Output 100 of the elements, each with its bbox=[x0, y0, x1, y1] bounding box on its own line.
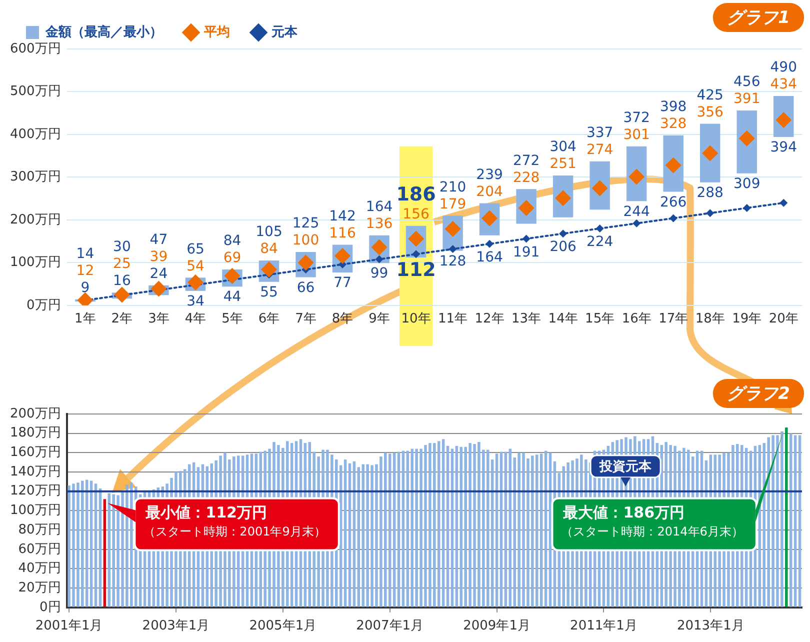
data-label: 425 bbox=[696, 87, 724, 104]
data-label: 251 bbox=[550, 156, 576, 172]
x-tick-label: 13年 bbox=[512, 312, 542, 327]
data-label: 490 bbox=[770, 60, 797, 76]
x-tick-label: 4年 bbox=[184, 312, 206, 327]
bar bbox=[406, 450, 410, 607]
chart-title: グラフ2 bbox=[713, 379, 804, 408]
y-tick-label: 0円 bbox=[40, 600, 61, 615]
x-tick-label: 12年 bbox=[474, 312, 504, 327]
y-tick-label: 160万円 bbox=[10, 445, 61, 460]
point bbox=[150, 280, 167, 297]
data-label: 304 bbox=[550, 139, 577, 156]
x-tick-label: 15年 bbox=[585, 312, 615, 327]
x-tick-label: 14年 bbox=[548, 312, 578, 327]
point bbox=[632, 219, 641, 228]
y-tick-label: 200万円 bbox=[10, 406, 61, 422]
point bbox=[486, 240, 494, 248]
annotation: 44 bbox=[223, 289, 242, 306]
y-tick-label: 80万円 bbox=[18, 522, 61, 538]
annotation: 309 bbox=[733, 176, 760, 192]
data-label: 30 bbox=[113, 239, 131, 256]
y-tick-label: 100万円 bbox=[10, 503, 61, 518]
annotation: 16 bbox=[113, 273, 131, 290]
data-label: 100 bbox=[292, 232, 320, 249]
annotation: 9 bbox=[80, 280, 90, 296]
x-tick-label: 2007年1月 bbox=[356, 618, 424, 634]
annotation: 288 bbox=[696, 184, 724, 201]
point bbox=[114, 286, 130, 303]
annotation: 128 bbox=[439, 253, 466, 270]
data-label: 39 bbox=[150, 248, 168, 265]
y-tick-label: 40万円 bbox=[18, 561, 61, 576]
data-label: 228 bbox=[512, 170, 540, 186]
point bbox=[669, 214, 678, 222]
point bbox=[780, 198, 788, 207]
point bbox=[742, 204, 751, 212]
annotation: 最大値：186万円（スタート時期：2014年6月末） bbox=[561, 504, 744, 538]
data-label: 69 bbox=[223, 250, 242, 266]
x-tick-label: 3年 bbox=[148, 312, 170, 327]
annotation: 77 bbox=[334, 275, 352, 292]
point bbox=[448, 244, 457, 253]
y-tick-label: 100万円 bbox=[10, 255, 61, 270]
legend-label: 元本 bbox=[270, 24, 298, 40]
y-tick-label: 140万円 bbox=[10, 464, 61, 480]
y-tick-label: 300万円 bbox=[10, 170, 61, 185]
data-label: 12 bbox=[76, 263, 94, 280]
x-tick-label: 9年 bbox=[368, 312, 390, 327]
data-label: 272 bbox=[512, 152, 540, 169]
x-tick-label: 2009年1月 bbox=[463, 618, 530, 634]
data-label: 328 bbox=[660, 116, 687, 132]
data-label: 456 bbox=[733, 74, 760, 90]
x-tick-label: 16年 bbox=[622, 312, 652, 327]
annotation: 最小値：112万円（スタート時期：2001年9月末） bbox=[144, 504, 326, 538]
data-label: 164 bbox=[366, 198, 393, 215]
x-tick-label: 5年 bbox=[222, 312, 243, 327]
x-tick-label: 19年 bbox=[732, 312, 762, 327]
data-label: 105 bbox=[256, 224, 282, 240]
annotation: 224 bbox=[586, 234, 614, 250]
annotation: 206 bbox=[550, 239, 577, 256]
x-tick-label: 2001年1月 bbox=[35, 618, 103, 634]
data-label: 47 bbox=[150, 232, 168, 248]
bar bbox=[402, 450, 405, 607]
annotation: 191 bbox=[512, 244, 540, 260]
x-tick-label: 2003年1月 bbox=[142, 618, 210, 634]
legend-label: 平均 bbox=[203, 24, 230, 40]
data-label: 337 bbox=[586, 125, 614, 142]
data-label: 372 bbox=[623, 110, 650, 126]
x-tick-label: 7年 bbox=[295, 312, 316, 327]
y-tick-label: 20万円 bbox=[18, 580, 61, 596]
y-tick-label: 400万円 bbox=[10, 126, 61, 142]
bar bbox=[437, 441, 440, 607]
data-label: 398 bbox=[660, 98, 687, 115]
annotation: 34 bbox=[186, 294, 204, 310]
data-label: 65 bbox=[186, 241, 204, 258]
data-label: 210 bbox=[439, 179, 466, 196]
x-tick-label: 2005年1月 bbox=[249, 618, 317, 634]
point bbox=[187, 274, 204, 290]
annotation: 394 bbox=[770, 140, 798, 156]
data-label: 274 bbox=[586, 142, 614, 158]
point bbox=[522, 234, 530, 243]
annotation: 99 bbox=[370, 266, 388, 282]
annotation: 244 bbox=[623, 204, 650, 220]
data-label: 301 bbox=[623, 127, 650, 144]
x-tick-label: 2年 bbox=[111, 312, 133, 327]
data-label: 14 bbox=[76, 246, 94, 262]
y-tick-label: 600万円 bbox=[10, 41, 61, 56]
bar bbox=[785, 428, 788, 607]
point bbox=[375, 255, 384, 264]
data-label: 84 bbox=[260, 241, 278, 258]
data-label: 84 bbox=[223, 233, 242, 250]
bar bbox=[442, 439, 445, 607]
bar bbox=[108, 493, 111, 607]
x-tick-label: 11年 bbox=[438, 312, 468, 327]
data-label: 116 bbox=[329, 225, 356, 242]
bar bbox=[544, 450, 548, 607]
bar bbox=[504, 452, 508, 607]
data-label: 136 bbox=[366, 216, 393, 232]
annotation: 66 bbox=[296, 280, 315, 296]
x-tick-label: 6年 bbox=[258, 312, 280, 327]
point bbox=[412, 250, 420, 258]
bar bbox=[410, 448, 414, 607]
